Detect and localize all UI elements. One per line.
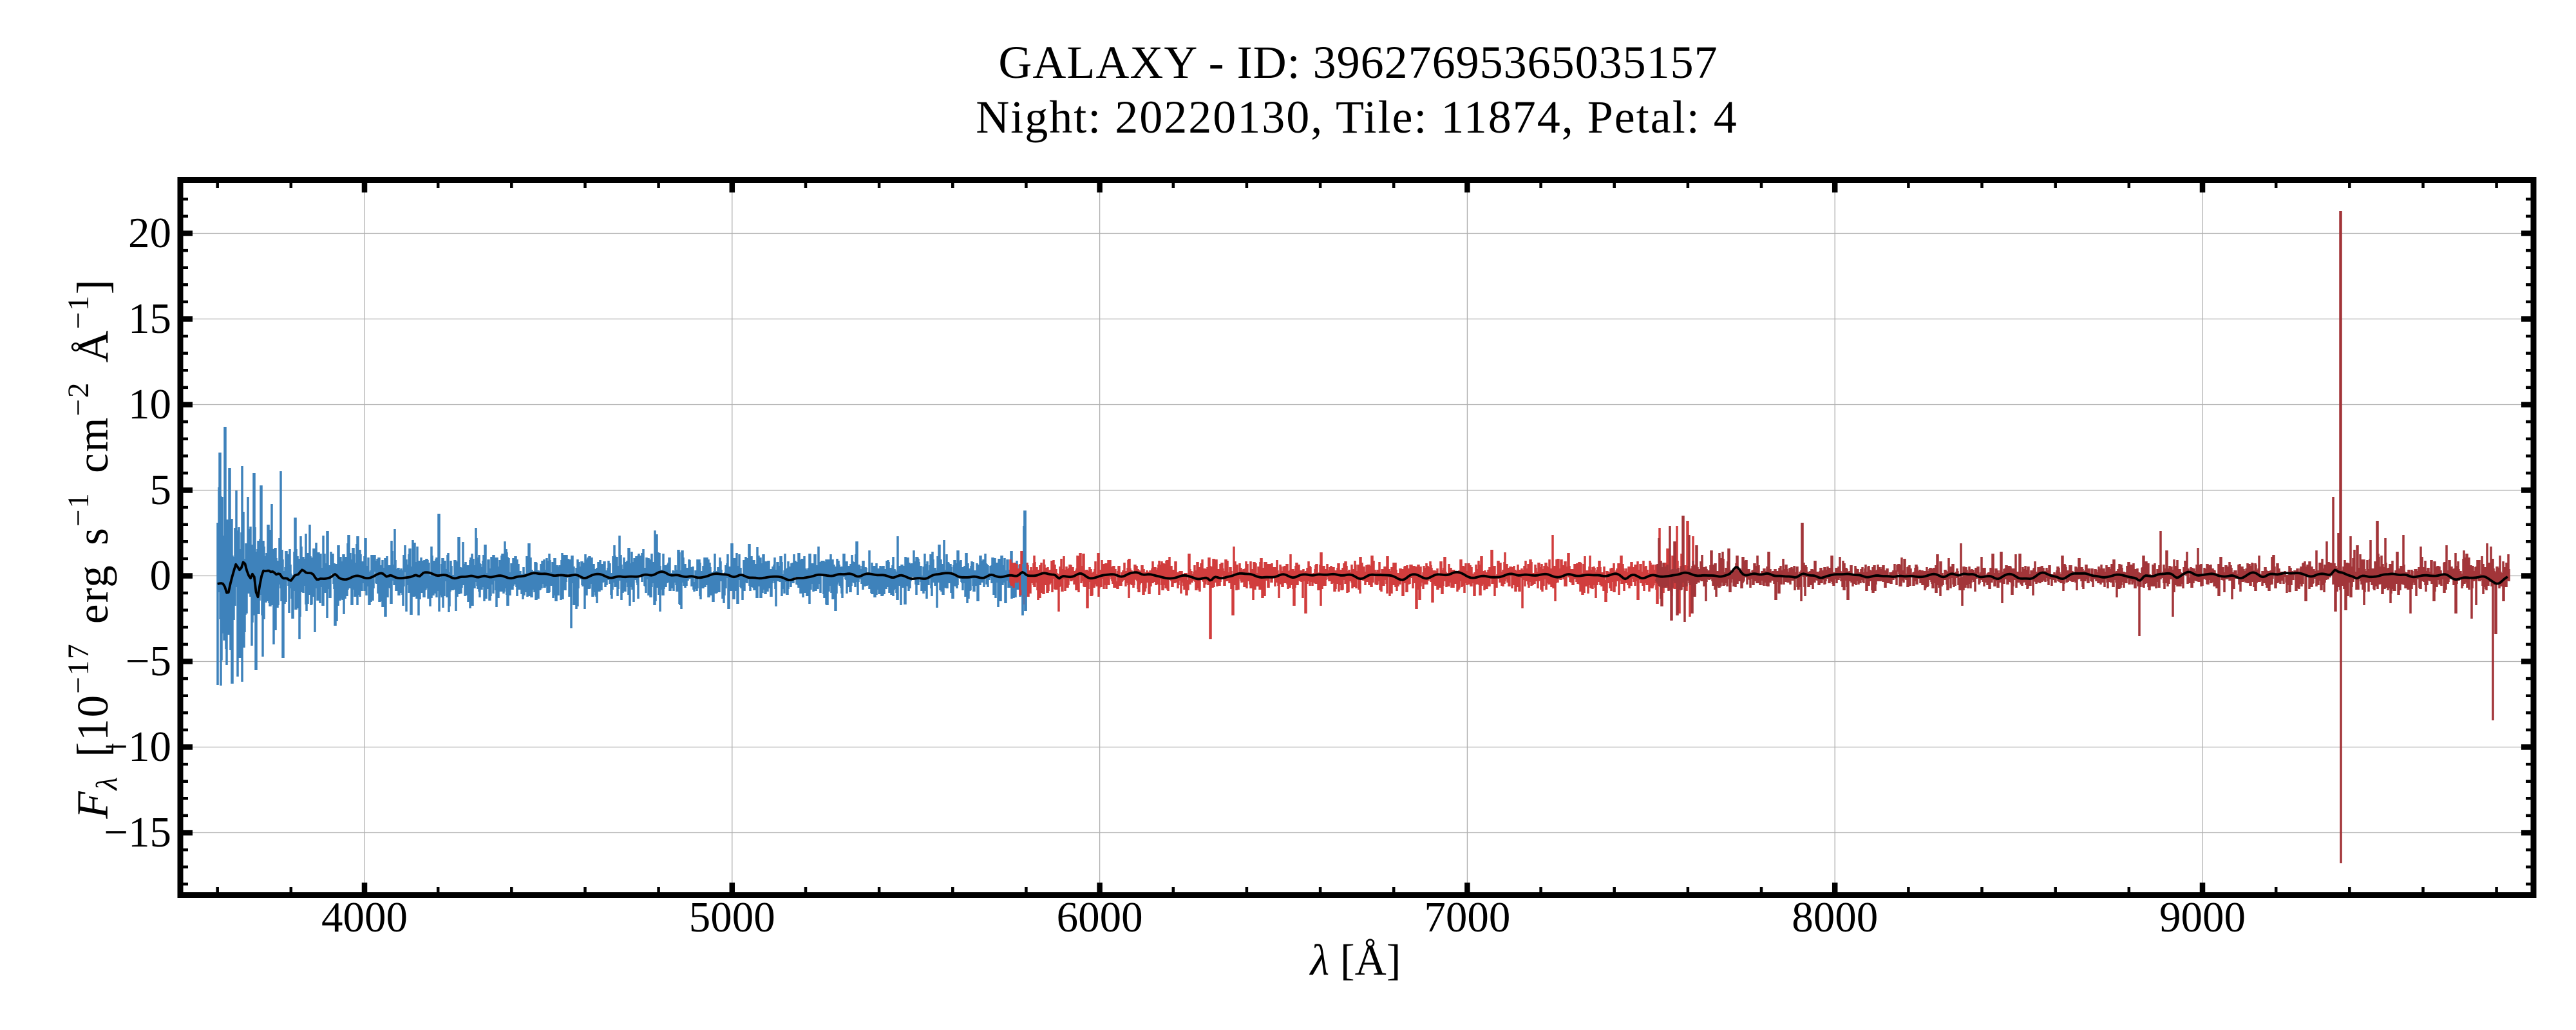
svg-text:0: 0 [150, 552, 172, 599]
svg-text:Fλ [10−17 erg s−1 cm−2 Å−1]: Fλ [10−17 erg s−1 cm−2 Å−1] [62, 278, 124, 819]
svg-text:4000: 4000 [321, 894, 408, 941]
svg-text:7000: 7000 [1424, 894, 1510, 941]
svg-text:9000: 9000 [2159, 894, 2246, 941]
svg-text:6000: 6000 [1057, 894, 1143, 941]
svg-text:−5: −5 [126, 637, 171, 685]
svg-text:15: 15 [128, 295, 171, 342]
svg-text:5000: 5000 [689, 894, 775, 941]
svg-text:GALAXY - ID: 39627695365035157: GALAXY - ID: 39627695365035157 [998, 37, 1718, 88]
svg-text:20: 20 [128, 209, 171, 257]
svg-text:λ [Å]: λ [Å] [1309, 935, 1401, 984]
svg-text:−10: −10 [104, 723, 171, 771]
svg-text:Night: 20220130, Tile: 11874,: Night: 20220130, Tile: 11874, Petal: 4 [976, 91, 1738, 143]
svg-text:8000: 8000 [1792, 894, 1878, 941]
svg-text:5: 5 [150, 466, 172, 514]
svg-text:10: 10 [128, 380, 171, 428]
svg-text:−15: −15 [104, 809, 171, 856]
